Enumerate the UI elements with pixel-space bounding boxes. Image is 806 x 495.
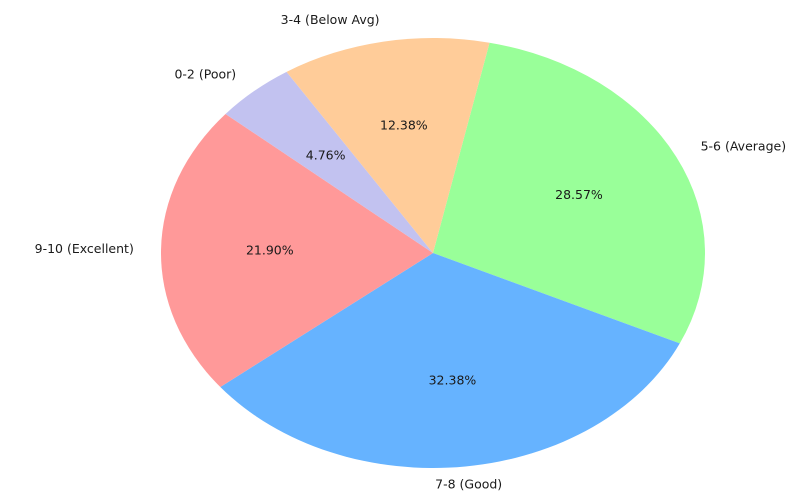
category-labels: 5-6 (Average) 7-8 (Good) 9-10 (Excellent) 0… (35, 12, 786, 492)
pct-label-0-2-poor: 4.76% (306, 147, 346, 162)
pie-slice-7-8-good (220, 253, 680, 468)
category-label-3-4-below-avg: 3-4 (Below Avg) (281, 12, 380, 27)
category-label-9-10-excellent: 9-10 (Excellent) (35, 241, 134, 256)
pie-slice-0-2-poor (225, 71, 433, 253)
pie-slices (160, 38, 705, 468)
pct-label-5-6-average: 28.57% (555, 187, 603, 202)
pie-slice-3-4-below-avg (286, 38, 490, 253)
category-label-7-8-good: 7-8 (Good) (435, 477, 502, 492)
category-label-0-2-poor: 0-2 (Poor) (174, 66, 236, 81)
pct-label-3-4-below-avg: 12.38% (380, 118, 428, 133)
pct-label-9-10-excellent: 21.90% (246, 243, 294, 258)
category-label-5-6-average: 5-6 (Average) (701, 139, 786, 154)
percentage-labels: 28.57% 32.38% 21.90% 4.76% 12.38% (246, 118, 603, 388)
pct-label-7-8-good: 32.38% (429, 373, 477, 388)
pie-slice-9-10-excellent (160, 113, 433, 388)
pie-slice-5-6-average (433, 42, 705, 344)
